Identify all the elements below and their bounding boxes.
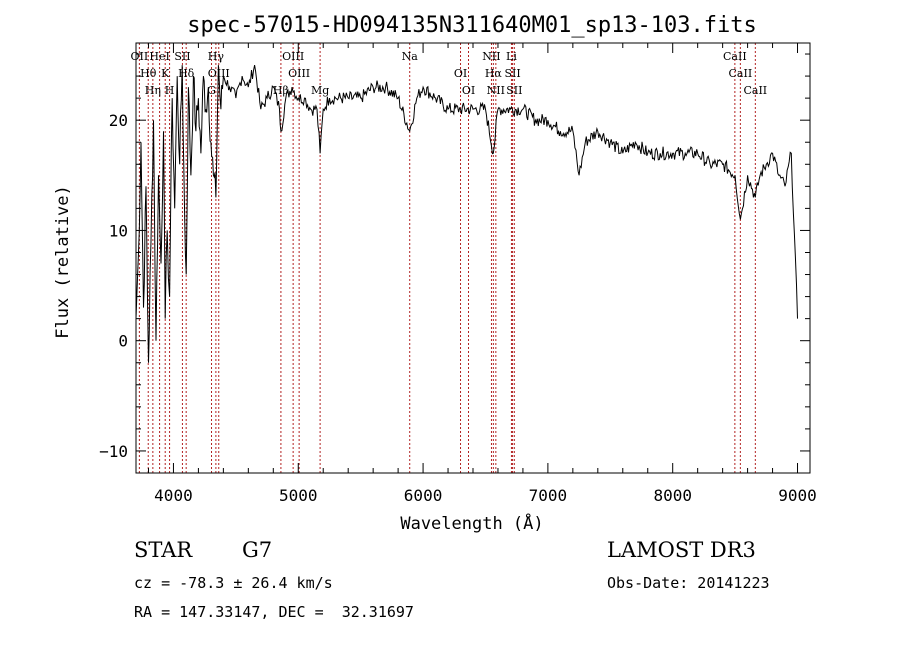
chart-title: spec-57015-HD094135N311640M01_sp13-103.f… [187,13,757,38]
line-label-oii: OII [131,50,149,63]
x-axis-ticks: 4000 5000 6000 7000 8000 9000 [147,43,817,505]
line-label-hei: HeI [149,50,169,63]
line-label-na: Na [402,50,419,63]
line-label-sii: SII [504,67,520,80]
y-tick-label: 10 [109,221,128,240]
x-tick-label: 6000 [404,486,443,505]
line-label-sii: SII [506,84,522,97]
line-label-caii: CaII [723,50,747,63]
line-label-k: K [161,67,170,80]
subclass: G7 [242,538,273,562]
x-tick-label: 4000 [154,486,193,505]
line-label-hα: Hα [485,67,503,80]
survey-name: LAMOST DR3 [607,538,756,562]
line-label-hδ: Hδ [178,67,195,80]
y-tick-label: −10 [99,442,128,461]
line-label-mg: Mg [311,84,329,97]
line-label-li: Li [506,50,517,63]
redshift-velocity: cz = -78.3 ± 26.4 km/s [134,574,333,592]
line-label-nii: NII [482,50,500,63]
y-axis-ticks: −10 0 10 20 [99,53,810,474]
line-label-caii: CaII [729,67,753,80]
line-label-g: G [207,84,216,97]
line-label-oi: OI [462,84,475,97]
line-label-oiii: OIII [288,67,310,80]
line-label-nii: NII [487,84,505,97]
line-label-hγ: Hγ [208,50,225,63]
spectral-line-labels: OIIHθHηHeIKHSIIHδGHγOIIIHβOIIIOIIIMgNaOI… [131,50,768,97]
x-tick-label: 8000 [653,486,692,505]
object-class: STAR [134,538,193,562]
coordinates: RA = 147.33147, DEC = 32.31697 [134,603,414,621]
line-label-hθ: Hθ [140,67,157,80]
line-label-oi: OI [454,67,467,80]
x-tick-label: 5000 [279,486,318,505]
line-label-hη: Hη [145,84,161,97]
line-label-oiii: OIII [282,50,304,63]
x-tick-label: 7000 [529,486,568,505]
x-axis-label: Wavelength (Å) [400,512,543,534]
x-tick-label: 9000 [778,486,817,505]
y-tick-label: 0 [118,332,128,351]
y-axis-label: Flux (relative) [53,185,73,339]
y-tick-label: 20 [109,111,128,130]
line-label-h: H [165,84,175,97]
observation-date: Obs-Date: 20141223 [607,574,770,592]
spectrum-line [135,65,798,363]
line-label-caii: CaII [743,84,767,97]
line-label-sii: SII [174,50,190,63]
